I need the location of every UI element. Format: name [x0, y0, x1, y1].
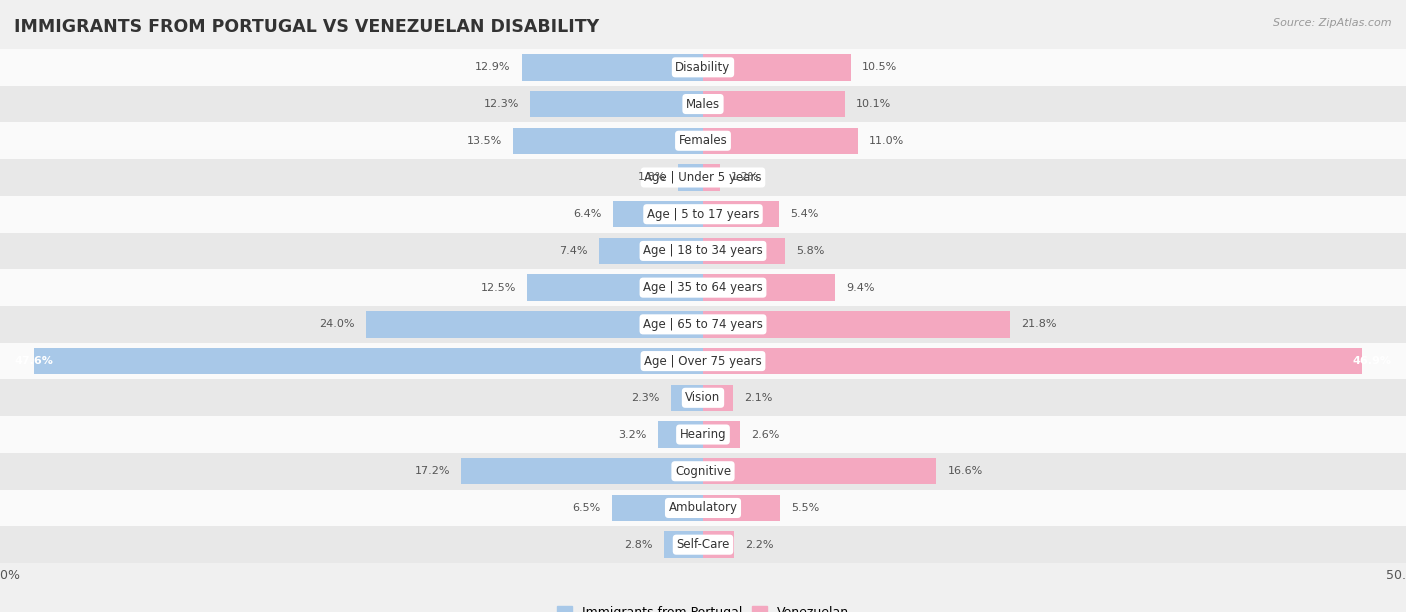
Text: 12.3%: 12.3% — [484, 99, 519, 109]
Text: Age | Over 75 years: Age | Over 75 years — [644, 354, 762, 368]
Bar — [0, 49, 1406, 86]
Bar — [703, 164, 720, 191]
Bar — [703, 274, 835, 301]
Text: Age | 5 to 17 years: Age | 5 to 17 years — [647, 207, 759, 221]
Bar — [703, 201, 779, 228]
Bar — [0, 122, 1406, 159]
Text: 2.1%: 2.1% — [744, 393, 772, 403]
Bar — [0, 306, 1406, 343]
Bar — [664, 531, 703, 558]
Text: Hearing: Hearing — [679, 428, 727, 441]
Text: 13.5%: 13.5% — [467, 136, 502, 146]
Bar — [366, 311, 703, 338]
Bar — [0, 86, 1406, 122]
Bar — [0, 416, 1406, 453]
Text: Source: ZipAtlas.com: Source: ZipAtlas.com — [1274, 18, 1392, 28]
Text: 6.4%: 6.4% — [574, 209, 602, 219]
Text: Disability: Disability — [675, 61, 731, 74]
Bar — [0, 379, 1406, 416]
Bar — [703, 421, 740, 448]
Text: 1.8%: 1.8% — [638, 173, 666, 182]
Bar — [612, 494, 703, 521]
Text: 24.0%: 24.0% — [319, 319, 354, 329]
Bar — [0, 343, 1406, 379]
Text: Age | Under 5 years: Age | Under 5 years — [644, 171, 762, 184]
Text: 10.5%: 10.5% — [862, 62, 897, 72]
Text: 12.5%: 12.5% — [481, 283, 516, 293]
Text: 5.4%: 5.4% — [790, 209, 818, 219]
Bar — [703, 384, 733, 411]
Bar — [0, 453, 1406, 490]
Bar — [613, 201, 703, 228]
Text: 2.3%: 2.3% — [631, 393, 659, 403]
Text: 46.9%: 46.9% — [1353, 356, 1392, 366]
Bar — [0, 526, 1406, 563]
Bar — [703, 54, 851, 81]
Text: 12.9%: 12.9% — [475, 62, 510, 72]
Text: Age | 35 to 64 years: Age | 35 to 64 years — [643, 281, 763, 294]
Text: Self-Care: Self-Care — [676, 538, 730, 551]
Bar — [658, 421, 703, 448]
Text: 9.4%: 9.4% — [846, 283, 875, 293]
Bar — [513, 127, 703, 154]
Bar — [703, 458, 936, 485]
Text: 10.1%: 10.1% — [856, 99, 891, 109]
Text: 17.2%: 17.2% — [415, 466, 450, 476]
Bar — [703, 127, 858, 154]
Bar — [599, 237, 703, 264]
Text: 2.6%: 2.6% — [751, 430, 779, 439]
Text: 6.5%: 6.5% — [572, 503, 600, 513]
Text: Age | 18 to 34 years: Age | 18 to 34 years — [643, 244, 763, 258]
Text: Females: Females — [679, 134, 727, 147]
Text: 21.8%: 21.8% — [1021, 319, 1056, 329]
Bar — [703, 531, 734, 558]
Text: 1.2%: 1.2% — [731, 173, 759, 182]
Bar — [0, 196, 1406, 233]
Bar — [0, 490, 1406, 526]
Bar — [527, 274, 703, 301]
Bar — [703, 311, 1010, 338]
Text: 2.2%: 2.2% — [745, 540, 773, 550]
Bar — [703, 348, 1362, 375]
Text: IMMIGRANTS FROM PORTUGAL VS VENEZUELAN DISABILITY: IMMIGRANTS FROM PORTUGAL VS VENEZUELAN D… — [14, 18, 599, 36]
Bar — [530, 91, 703, 118]
Text: 16.6%: 16.6% — [948, 466, 983, 476]
Text: Cognitive: Cognitive — [675, 465, 731, 478]
Bar — [0, 233, 1406, 269]
Text: 11.0%: 11.0% — [869, 136, 904, 146]
Bar — [0, 159, 1406, 196]
Text: 2.8%: 2.8% — [624, 540, 652, 550]
Text: 3.2%: 3.2% — [619, 430, 647, 439]
Text: Males: Males — [686, 97, 720, 111]
Text: 7.4%: 7.4% — [560, 246, 588, 256]
Text: 5.8%: 5.8% — [796, 246, 824, 256]
Bar — [703, 237, 785, 264]
Text: 5.5%: 5.5% — [792, 503, 820, 513]
Bar — [461, 458, 703, 485]
Bar — [522, 54, 703, 81]
Bar — [0, 269, 1406, 306]
Text: Vision: Vision — [685, 391, 721, 405]
Bar — [34, 348, 703, 375]
Legend: Immigrants from Portugal, Venezuelan: Immigrants from Portugal, Venezuelan — [551, 600, 855, 612]
Text: Age | 65 to 74 years: Age | 65 to 74 years — [643, 318, 763, 331]
Text: Ambulatory: Ambulatory — [668, 501, 738, 515]
Bar — [703, 91, 845, 118]
Bar — [678, 164, 703, 191]
Bar — [671, 384, 703, 411]
Text: 47.6%: 47.6% — [14, 356, 53, 366]
Bar — [703, 494, 780, 521]
